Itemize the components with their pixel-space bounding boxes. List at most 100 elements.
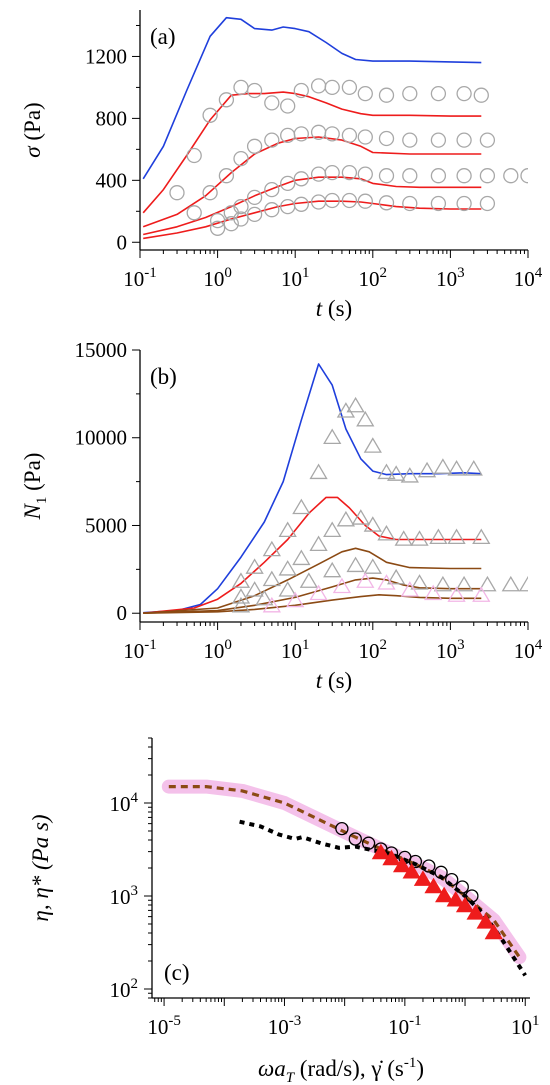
x-axis-unit: (s) <box>322 668 352 693</box>
data-point-triangle <box>231 596 251 613</box>
tick-exponent: 1 <box>302 265 310 281</box>
series-triangles-5 <box>231 396 483 588</box>
data-point-circle <box>402 85 418 102</box>
tick-base: 10 <box>123 267 144 291</box>
data-point-circle <box>324 192 340 209</box>
data-point-triangle <box>387 568 406 585</box>
x-tick-label: 102 <box>359 265 388 291</box>
data-point-triangle <box>323 561 342 578</box>
data-point-circle <box>430 85 447 102</box>
x-tick-label: 104 <box>514 637 543 663</box>
data-point-circle <box>408 854 423 869</box>
data-point-circle <box>293 171 309 187</box>
data-point-circle <box>280 175 296 192</box>
data-point-triangle <box>292 549 311 566</box>
data-point-circle <box>402 195 418 212</box>
data-point-circle <box>233 198 249 215</box>
y-axis-unit: (Pa) <box>20 453 45 497</box>
data-point-triangle <box>400 581 419 597</box>
data-point-circle <box>456 195 472 212</box>
data-point-triangle <box>447 528 466 545</box>
data-point-triangle <box>454 575 474 592</box>
data-point-circle <box>465 889 479 903</box>
data-point-circle <box>479 168 496 184</box>
tick-exponent: 3 <box>457 265 465 281</box>
data-point-triangle <box>429 528 448 545</box>
tick-base: 10 <box>514 267 535 291</box>
y-axis-subscript: 1 <box>34 497 50 505</box>
x-tick-label: 104 <box>514 265 543 291</box>
tick-base: 10 <box>268 1015 289 1039</box>
data-point-triangle <box>394 530 413 546</box>
tick-base: 10 <box>281 267 302 291</box>
tick-base: 10 <box>147 1015 168 1039</box>
data-point-triangle <box>231 572 251 588</box>
data-point-triangle <box>413 870 433 886</box>
data-point-circle <box>186 147 202 164</box>
data-point-triangle <box>446 890 465 907</box>
series-triangles-7 <box>231 556 528 613</box>
tick-base: 10 <box>359 639 380 663</box>
y-tick-label: 103 <box>110 883 139 909</box>
x-tick-label: 10-3 <box>268 1013 302 1039</box>
data-point-triangle <box>262 570 281 587</box>
data-point-triangle <box>371 843 391 860</box>
data-point-triangle <box>309 584 328 601</box>
tick-exponent: -5 <box>168 1013 181 1029</box>
data-point-circle <box>430 132 447 148</box>
data-point-circle <box>233 79 249 96</box>
x-axis-title: t (s) <box>316 668 352 693</box>
y-tick-label: 5000 <box>85 513 127 537</box>
plot-area <box>161 779 527 977</box>
data-point-circle <box>186 205 202 221</box>
x-axis-symbol: t <box>316 296 323 321</box>
data-point-circle <box>264 181 280 198</box>
data-point-triangle <box>402 862 421 879</box>
data-point-triangle <box>346 556 365 573</box>
data-point-triangle <box>424 877 443 894</box>
tick-base: 10 <box>110 978 131 1002</box>
y-tick-label: 104 <box>110 790 139 816</box>
data-point-circle <box>233 211 249 227</box>
series-line-red-1 <box>142 91 482 214</box>
data-point-circle <box>434 865 448 879</box>
tick-exponent: 4 <box>535 637 543 653</box>
y-tick-label: 0 <box>117 230 128 254</box>
x-tick-label: 101 <box>281 265 310 291</box>
data-point-circle <box>341 164 358 181</box>
tick-base: 10 <box>203 639 224 663</box>
data-point-triangle <box>332 577 352 594</box>
data-point-triangle <box>278 521 297 537</box>
data-point-circle <box>202 185 218 201</box>
panel-label: (c) <box>164 960 190 985</box>
x-axis-title: ωaT (rad/s), γ̇ (s-1) <box>258 1055 424 1085</box>
data-point-circle <box>246 82 263 99</box>
tick-base: 10 <box>110 792 131 816</box>
data-point-circle <box>456 85 472 102</box>
y-axis-unit: (Pa) <box>20 102 45 146</box>
y-axis-title: N1 (Pa) <box>20 453 50 521</box>
x-axis-symbol: ωa <box>258 1056 286 1081</box>
data-point-circle <box>341 192 358 209</box>
x-axis-superscript: -1 <box>404 1055 417 1071</box>
data-point-circle <box>218 168 235 184</box>
data-point-triangle <box>410 530 429 546</box>
data-point-circle <box>264 132 280 148</box>
data-point-circle <box>378 168 395 184</box>
data-point-triangle <box>484 923 503 940</box>
data-point-circle <box>357 166 373 182</box>
data-point-circle <box>293 196 309 212</box>
data-point-circle <box>402 132 418 148</box>
data-point-triangle <box>336 510 356 527</box>
y-tick-label: 400 <box>96 168 128 192</box>
data-point-triangle <box>262 596 281 613</box>
data-point-triangle <box>278 581 297 597</box>
y-tick-label: 0 <box>117 601 128 625</box>
data-point-circle <box>169 185 185 201</box>
data-point-triangle <box>455 896 475 913</box>
x-tick-label: 10-1 <box>388 1013 422 1039</box>
panel-label: (a) <box>150 24 176 49</box>
data-point-triangle <box>356 572 375 588</box>
